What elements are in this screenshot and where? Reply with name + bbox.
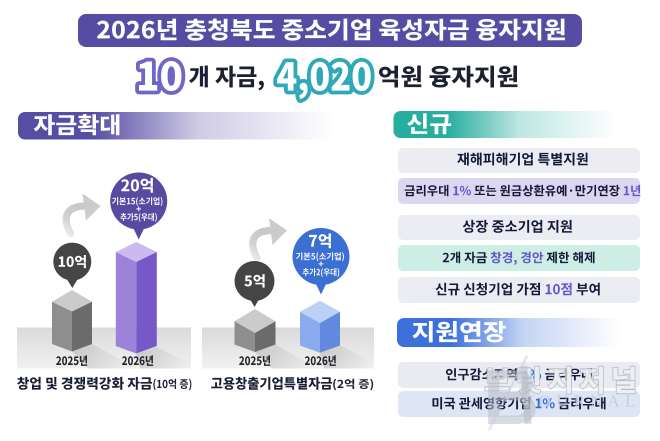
svg-text:B: B [483,353,539,436]
svg-text:JOURNAL: JOURNAL [527,392,641,411]
